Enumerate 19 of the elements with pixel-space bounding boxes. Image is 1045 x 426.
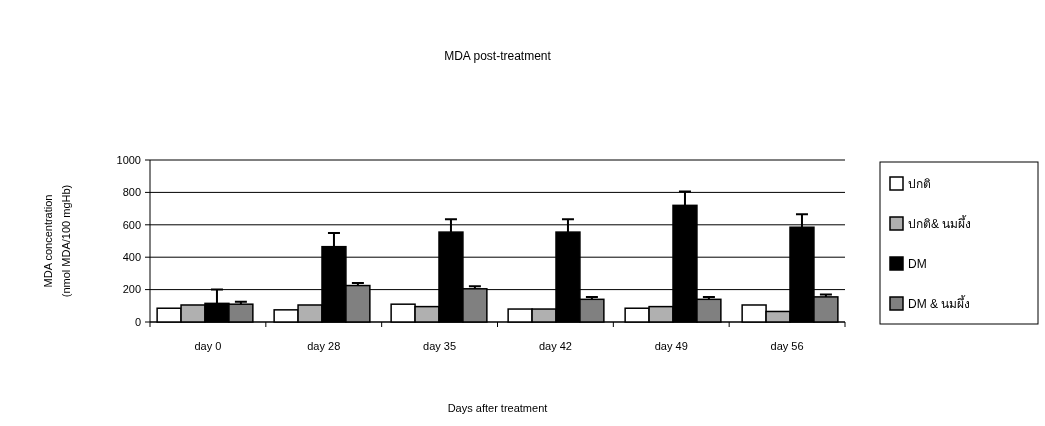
y-tick-label: 600	[122, 218, 141, 231]
y-tick-label: 1000	[116, 153, 141, 166]
legend-label: ปกติ& นมผึ้ง	[908, 215, 972, 232]
chart-title: MDA post-treatment	[444, 49, 552, 63]
y-tick-label: 200	[122, 283, 141, 296]
legend-label: DM	[908, 257, 927, 272]
x-tick-label: day 56	[770, 340, 804, 352]
legend-label: DM & นมผึ้ง	[908, 295, 971, 312]
y-tick-label: 800	[122, 186, 141, 199]
y-tick-label: 0	[134, 315, 141, 328]
x-tick-label: day 49	[654, 340, 688, 352]
x-tick-label: day 42	[538, 340, 572, 352]
x-tick-label: day 28	[307, 340, 341, 352]
legend-label: ปกติ	[908, 177, 931, 192]
x-tick-label: day 35	[423, 340, 457, 352]
y-tick-label: 400	[122, 251, 141, 264]
x-axis-title: Days after treatment	[447, 402, 548, 414]
x-tick-label: day 0	[194, 340, 222, 352]
y-axis-title: MDA concentration (nmol MDA/100 mgHb)	[42, 184, 72, 298]
